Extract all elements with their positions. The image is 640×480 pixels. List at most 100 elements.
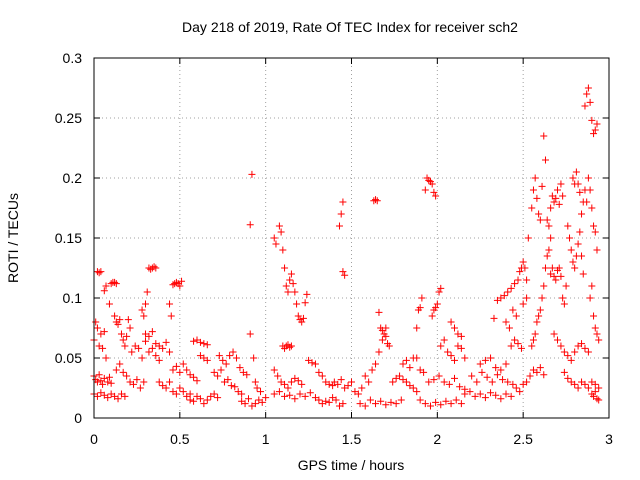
data-point (567, 246, 575, 254)
y-tick-label: 0.2 (63, 170, 83, 186)
data-point (311, 360, 319, 368)
data-point (284, 384, 292, 392)
data-point (169, 366, 177, 374)
data-point (232, 354, 240, 362)
data-point (461, 390, 469, 398)
data-point (552, 276, 560, 284)
data-point (287, 270, 295, 278)
data-point (298, 318, 306, 326)
data-point (231, 383, 239, 391)
data-point (468, 372, 476, 380)
data-point (293, 300, 301, 308)
data-point (476, 360, 484, 368)
data-point (114, 320, 122, 328)
data-point (533, 318, 541, 326)
data-point (222, 360, 230, 368)
data-point (186, 396, 194, 404)
data-point (329, 382, 337, 390)
data-point (516, 388, 524, 396)
data-point (560, 368, 568, 376)
data-point (435, 288, 443, 296)
data-point (402, 378, 410, 386)
data-point (155, 356, 163, 364)
data-point (281, 380, 289, 388)
data-point (107, 379, 115, 387)
data-point (286, 343, 294, 351)
data-point (289, 280, 297, 288)
data-point (591, 126, 599, 134)
data-point (435, 372, 443, 380)
data-point (571, 264, 579, 272)
data-point (588, 282, 596, 290)
data-point (166, 378, 174, 386)
data-point (183, 366, 191, 374)
x-axis-label: GPS time / hours (298, 457, 405, 473)
data-point (421, 400, 429, 408)
data-point (578, 340, 586, 348)
data-point (579, 270, 587, 278)
data-point (124, 316, 132, 324)
data-point (543, 252, 551, 260)
data-point (535, 312, 543, 320)
data-point (179, 388, 187, 396)
data-point (368, 366, 376, 374)
data-point (452, 396, 460, 404)
data-point (578, 252, 586, 260)
data-point (172, 390, 180, 398)
data-point (166, 348, 174, 356)
data-point (190, 397, 198, 405)
data-point (574, 240, 582, 248)
data-point (571, 380, 579, 388)
data-point (402, 356, 410, 364)
data-point (529, 186, 537, 194)
data-point (581, 344, 589, 352)
data-point (432, 304, 440, 312)
data-point (296, 390, 304, 398)
data-point (517, 344, 525, 352)
data-point (190, 337, 198, 345)
data-point (143, 288, 151, 296)
data-point (560, 348, 568, 356)
data-point (416, 396, 424, 404)
data-point (114, 395, 122, 403)
data-point (253, 384, 261, 392)
data-point (588, 204, 596, 212)
data-point (502, 390, 510, 398)
data-point (148, 328, 156, 336)
data-point (133, 376, 141, 384)
data-point (337, 376, 345, 384)
data-point (583, 198, 591, 206)
data-point (111, 278, 119, 286)
data-point (210, 390, 218, 398)
data-point (590, 312, 598, 320)
data-point (104, 378, 112, 386)
data-point (117, 330, 125, 338)
data-point (554, 186, 561, 194)
data-point (275, 388, 283, 396)
data-point (421, 186, 429, 194)
data-point (129, 380, 137, 388)
data-point (560, 300, 568, 308)
data-point (123, 332, 131, 340)
data-point (262, 394, 270, 402)
data-point (315, 368, 323, 376)
data-point (478, 368, 486, 376)
data-point (356, 400, 364, 408)
data-point (121, 342, 129, 350)
data-point (507, 392, 515, 400)
data-point (179, 360, 187, 368)
data-point (246, 330, 254, 338)
data-point (93, 378, 101, 386)
data-point (432, 398, 440, 406)
data-point (196, 395, 204, 403)
data-point (569, 258, 577, 266)
data-point (372, 360, 380, 368)
data-point (337, 210, 345, 218)
data-point (148, 344, 156, 352)
data-point (545, 222, 553, 230)
data-point (373, 197, 381, 205)
data-point (279, 246, 287, 254)
data-point (426, 402, 434, 410)
data-point (584, 348, 592, 356)
data-point (378, 336, 386, 344)
